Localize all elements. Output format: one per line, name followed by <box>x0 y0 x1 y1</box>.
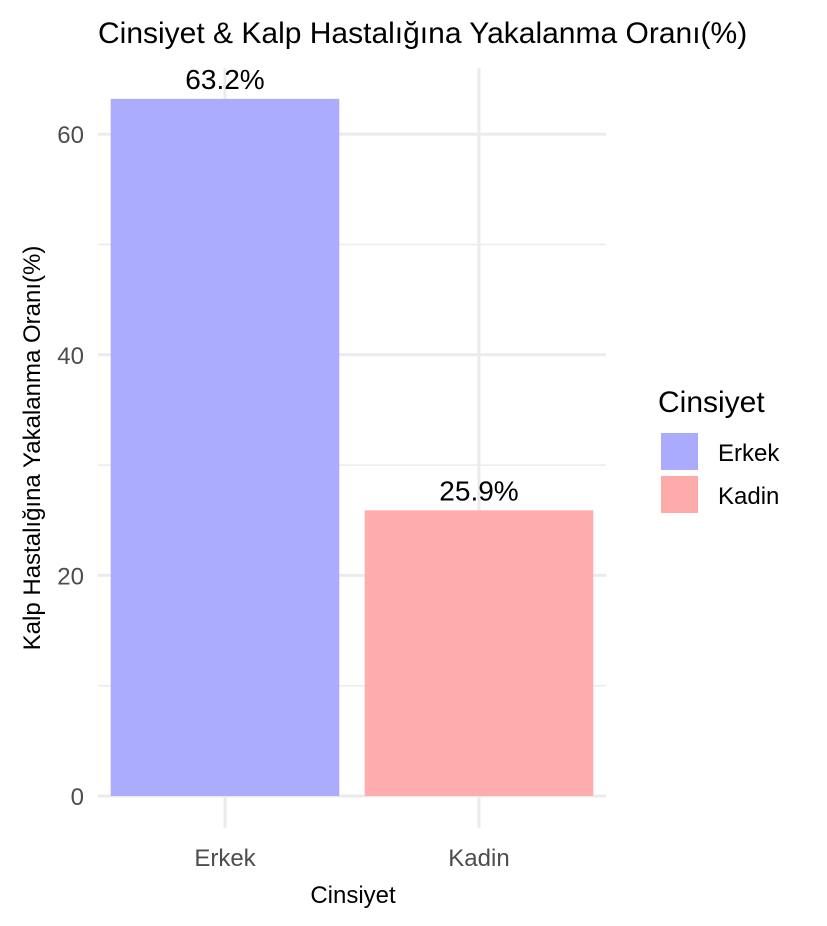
y-axis-ticks: 0 20 40 60 <box>57 122 84 811</box>
legend-key-erkek <box>661 433 698 470</box>
data-label-kadin: 25.9% <box>439 475 518 506</box>
data-label-erkek: 63.2% <box>185 64 264 95</box>
y-tick-label: 0 <box>71 784 84 811</box>
x-axis-title: Cinsiyet <box>310 882 396 909</box>
legend-label-erkek: Erkek <box>718 440 780 467</box>
bars <box>110 98 594 797</box>
x-axis-ticks: Erkek Kadin <box>194 845 509 872</box>
data-labels: 63.2% 25.9% <box>185 64 518 506</box>
x-tick-label: Kadin <box>448 845 509 872</box>
y-tick-label: 20 <box>57 563 84 590</box>
legend-title: Cinsiyet <box>658 386 765 419</box>
chart-title: Cinsiyet & Kalp Hastalığına Yakalanma Or… <box>98 17 747 50</box>
bar-kadin <box>364 510 594 796</box>
legend-label-kadin: Kadin <box>718 483 779 510</box>
legend: Cinsiyet Erkek Kadin <box>658 386 780 513</box>
y-tick-label: 40 <box>57 343 84 370</box>
y-tick-label: 60 <box>57 122 84 149</box>
x-tick-label: Erkek <box>194 845 256 872</box>
bar-erkek <box>110 98 340 797</box>
legend-key-kadin <box>661 476 698 513</box>
y-axis-title: Kalp Hastalığına Yakalanma Oranı(%) <box>19 246 46 651</box>
